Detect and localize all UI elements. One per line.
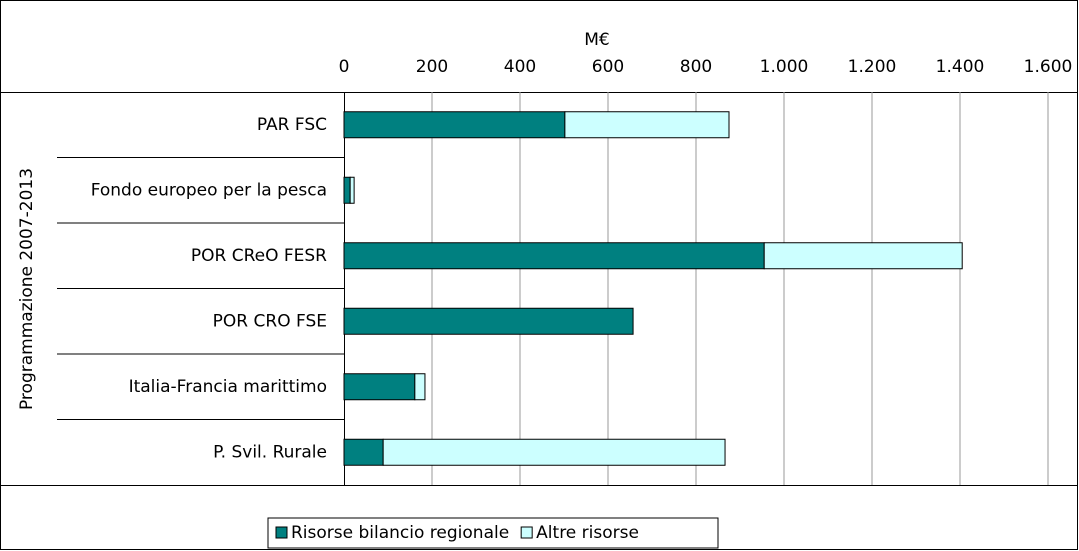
bar-segment: [382, 438, 726, 466]
x-tick-label: 0: [339, 57, 350, 77]
bar-segment: [343, 373, 416, 401]
y-tick-label: PAR FSC: [257, 115, 327, 135]
bar-segment: [414, 373, 426, 401]
legend-swatch: [275, 526, 288, 539]
x-tick-label: 600: [592, 57, 624, 77]
y-tick-label: POR CRO FSE: [213, 311, 327, 331]
axis-label: M€: [584, 30, 609, 50]
bar-segment: [349, 176, 355, 204]
bar-segment: [343, 176, 351, 204]
x-tick-label: 800: [680, 57, 712, 77]
y-tick-label: POR CReO FESR: [191, 246, 327, 266]
y-tick-label: P. Svil. Rurale: [213, 442, 327, 462]
x-tick-label: 1.000: [760, 57, 809, 77]
bar-segment: [343, 242, 765, 270]
legend-label: Altre risorse: [536, 523, 639, 543]
bar-segment: [564, 111, 730, 139]
y-tick-label: Italia-Francia marittimo: [129, 377, 327, 397]
bar-segment: [763, 242, 963, 270]
group-label: Programmazione 2007-2013: [17, 168, 37, 410]
bar-segment: [343, 438, 384, 466]
x-tick-label: 1.400: [936, 57, 985, 77]
x-tick-label: 400: [504, 57, 536, 77]
x-tick-label: 1.600: [1024, 57, 1073, 77]
legend-label: Risorse bilancio regionale: [291, 523, 509, 543]
bar-segment: [343, 111, 566, 139]
x-tick-label: 200: [416, 57, 448, 77]
x-tick-label: 1.200: [848, 57, 897, 77]
legend-box: [267, 517, 719, 549]
y-tick-label: Fondo europeo per la pesca: [91, 180, 327, 200]
bar-segment: [343, 307, 634, 335]
legend-swatch: [520, 526, 533, 539]
